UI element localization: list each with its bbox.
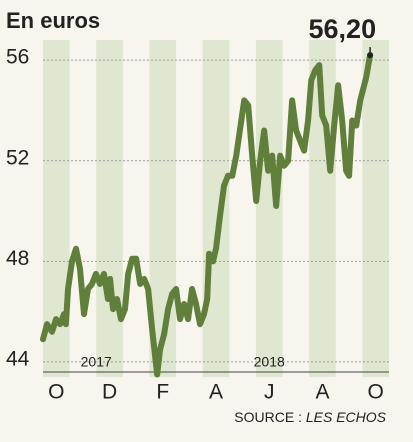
annotation: 56,20 (309, 14, 377, 44)
x-tick-label: J (264, 381, 275, 404)
source-name: LES ECHOS (306, 409, 387, 425)
year-label: 2017 (81, 354, 112, 370)
month-stripe (255, 40, 283, 377)
y-tick-label: 48 (6, 247, 29, 270)
y-tick-label: 44 (6, 347, 30, 370)
year-label: 2018 (254, 354, 285, 370)
x-tick-label: A (315, 381, 329, 404)
month-stripe (362, 40, 389, 377)
y-tick-label: 56 (6, 46, 29, 69)
price-line (40, 52, 374, 378)
annotation-dot (367, 52, 374, 59)
x-tick-label: D (102, 381, 117, 404)
source-prefix: SOURCE : (234, 409, 302, 425)
x-tick-label: F (156, 381, 169, 404)
stripes (43, 40, 389, 377)
y-tick-label: 52 (6, 146, 29, 169)
x-tick-label: A (209, 381, 223, 404)
chart-title: En euros (6, 8, 100, 33)
month-stripe (202, 40, 230, 377)
month-stripe (96, 40, 123, 377)
x-tick-label: O (48, 381, 64, 404)
source: SOURCE : LES ECHOS (234, 409, 386, 425)
x-tick-label: O (368, 381, 384, 404)
